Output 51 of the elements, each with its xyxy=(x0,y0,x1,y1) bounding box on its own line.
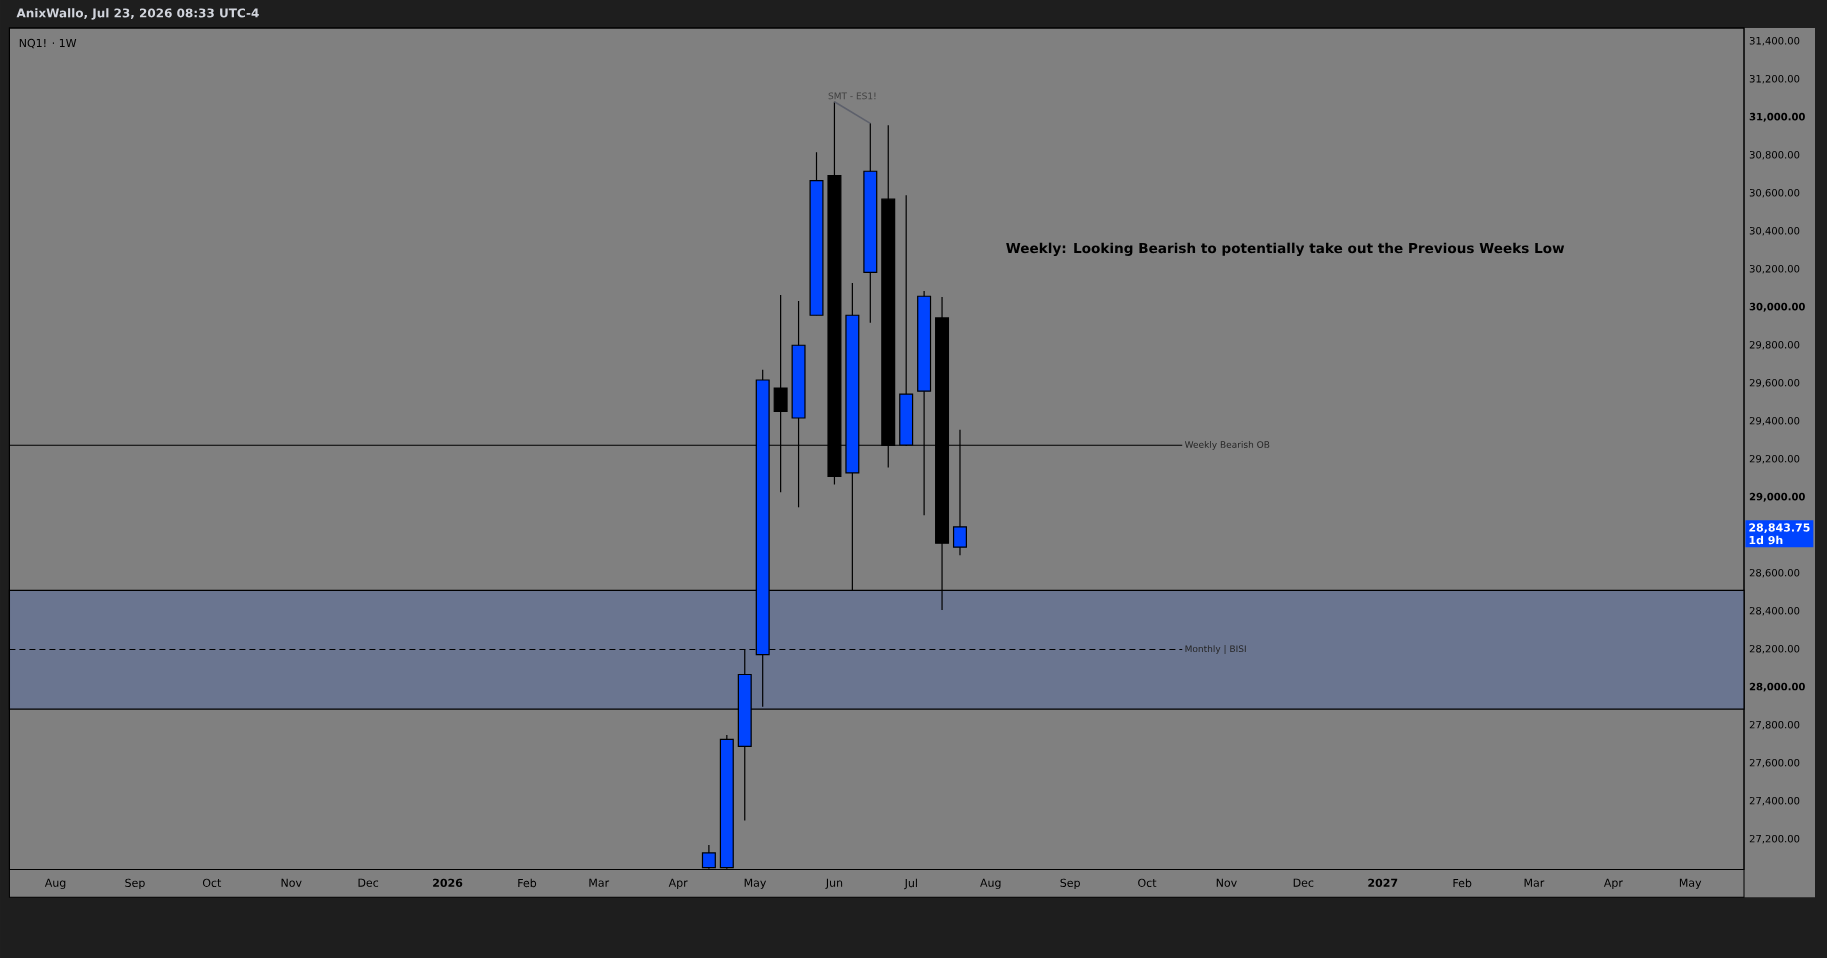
y-tick-label: 30,400.00 xyxy=(1749,226,1800,236)
x-tick-label: Sep xyxy=(125,878,145,890)
x-tick-label: Jul xyxy=(904,878,917,890)
y-tick-label: 29,600.00 xyxy=(1749,378,1800,388)
x-tick-label: Sep xyxy=(1060,878,1080,890)
x-tick-label: May xyxy=(1679,878,1702,889)
y-tick-label: 27,800.00 xyxy=(1749,720,1800,730)
y-tick-label: 27,200.00 xyxy=(1749,834,1800,844)
y-tick-label: 30,600.00 xyxy=(1749,188,1800,198)
annotation: NQ1! · 1W xyxy=(19,38,77,49)
x-tick-label: May xyxy=(744,878,767,889)
y-tick-label: 29,200.00 xyxy=(1749,454,1800,464)
y-tick-label: 27,400.00 xyxy=(1749,796,1800,806)
y-tick-label: 28,200.00 xyxy=(1749,644,1800,654)
y-tick-label: 30,200.00 xyxy=(1749,264,1800,274)
y-tick-label: 29,400.00 xyxy=(1749,416,1800,426)
text: 1d 9h xyxy=(1749,535,1783,545)
text: AnixWallo, Jul 23, 2026 08:33 UTC-4 xyxy=(16,8,259,20)
x-tick-label: Aug xyxy=(44,878,66,889)
x-tick-label: Feb xyxy=(518,878,537,888)
annotation: SMT - ES1! xyxy=(828,92,876,100)
x-tick-label: Oct xyxy=(202,878,222,887)
y-tick-label: 30,800.00 xyxy=(1749,150,1800,160)
annotation: Weekly: Looking Bearish to potentially take out the Previous Weeks Low xyxy=(1006,242,1565,256)
y-tick-label: 28,600.00 xyxy=(1749,568,1800,578)
y-tick-label: 30,000.00 xyxy=(1749,302,1805,312)
x-tick-label: Mar xyxy=(1524,878,1545,887)
x-tick-label: Dec xyxy=(358,878,379,887)
x-tick-label: Dec xyxy=(1293,878,1314,887)
x-tick-label: Apr xyxy=(668,878,688,889)
ref-line-label: Weekly Bearish OB xyxy=(1184,441,1270,450)
y-tick-label: 29,800.00 xyxy=(1749,340,1800,350)
y-tick-label: 27,600.00 xyxy=(1749,758,1800,768)
text: 28,843.75 xyxy=(1749,523,1810,534)
x-tick-label: Mar xyxy=(589,878,610,887)
x-tick-label: Jun xyxy=(825,878,843,889)
x-tick-label: Oct xyxy=(1138,878,1157,887)
x-tick-label: Feb xyxy=(1453,878,1472,888)
x-tick-label: Nov xyxy=(1216,878,1237,887)
ref-line-label: Monthly | BISI xyxy=(1185,645,1246,655)
y-tick-label: 29,000.00 xyxy=(1749,492,1805,502)
y-tick-label: 31,000.00 xyxy=(1749,112,1805,122)
x-tick-label: Aug xyxy=(980,878,1001,889)
y-tick-label: 28,400.00 xyxy=(1749,606,1800,616)
y-tick-label: 31,200.00 xyxy=(1749,74,1800,84)
y-tick-label: 28,000.00 xyxy=(1749,682,1805,692)
x-tick-label: Nov xyxy=(281,878,302,887)
x-tick-label: 2027 xyxy=(1368,878,1398,887)
x-tick-label: 2026 xyxy=(433,878,463,887)
y-tick-label: 31,400.00 xyxy=(1749,36,1800,46)
x-tick-label: Apr xyxy=(1603,878,1623,889)
